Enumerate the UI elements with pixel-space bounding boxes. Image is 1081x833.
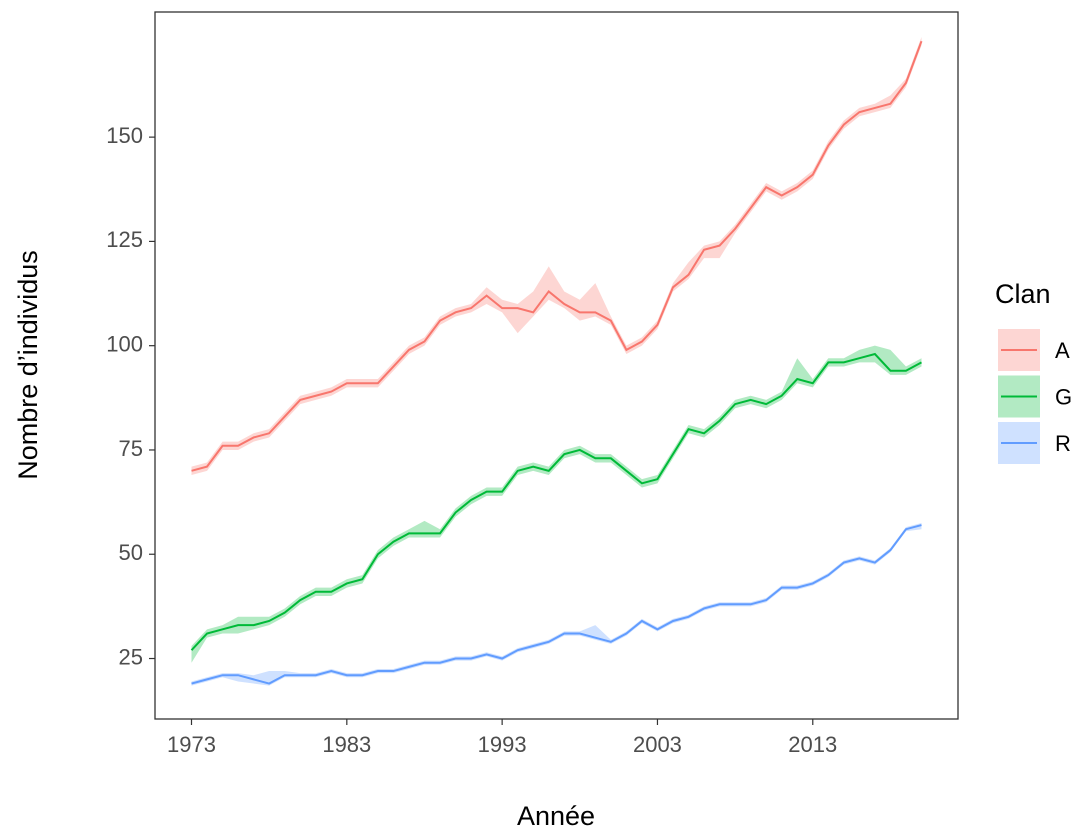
legend-title: Clan xyxy=(995,279,1051,309)
y-tick-label: 150 xyxy=(106,123,143,148)
ribbon xyxy=(191,37,922,475)
x-tick-label: 1993 xyxy=(478,732,527,757)
y-tick-label: 25 xyxy=(119,644,143,669)
y-tick-label: 75 xyxy=(119,436,143,461)
legend-label: A xyxy=(1055,338,1070,363)
line xyxy=(191,40,923,472)
x-tick-label: 1983 xyxy=(322,732,371,757)
y-tick-label: 100 xyxy=(106,331,143,356)
y-tick-label: 50 xyxy=(119,540,143,565)
line xyxy=(190,352,922,651)
x-tick-label: 1973 xyxy=(167,732,216,757)
legend-label: G xyxy=(1055,384,1072,409)
x-tick-label: 2003 xyxy=(633,732,682,757)
line xyxy=(191,524,922,685)
y-axis-title: Nombre d’individus xyxy=(13,250,43,480)
y-tick-label: 125 xyxy=(106,227,143,252)
x-axis-title: Année xyxy=(517,801,595,831)
legend-label: R xyxy=(1055,431,1071,456)
plot-border xyxy=(154,11,959,720)
x-tick-label: 2013 xyxy=(788,732,837,757)
